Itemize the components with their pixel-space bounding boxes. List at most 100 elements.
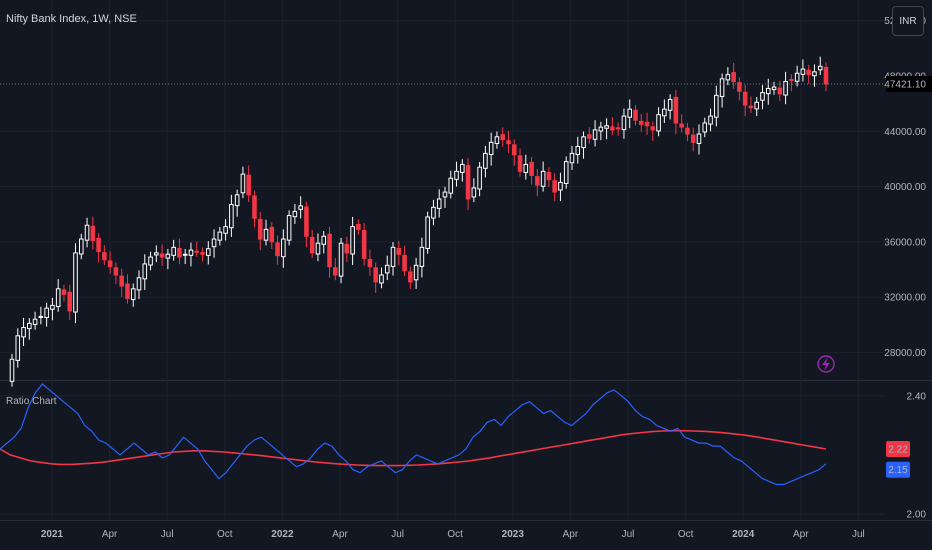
time-tick: Jul bbox=[161, 529, 174, 540]
ratio-value: 2.15 bbox=[888, 465, 908, 476]
candle-body bbox=[84, 224, 90, 241]
candle-body bbox=[269, 226, 275, 243]
candle-body bbox=[379, 274, 384, 284]
candle-body bbox=[765, 87, 771, 95]
candle-body bbox=[598, 126, 604, 132]
candle-body bbox=[436, 198, 442, 209]
candle-body bbox=[494, 136, 500, 144]
candle-body bbox=[633, 109, 638, 121]
candle-body bbox=[748, 105, 754, 109]
candle-body bbox=[685, 127, 690, 135]
candle-body bbox=[367, 259, 373, 268]
ratio-tick: 2.40 bbox=[907, 391, 927, 402]
currency-button[interactable]: INR bbox=[892, 6, 924, 36]
candle-body bbox=[246, 174, 251, 196]
candle-body bbox=[333, 267, 338, 276]
candle-body bbox=[304, 206, 309, 237]
ma-badge bbox=[886, 441, 910, 458]
candle-body bbox=[205, 248, 211, 256]
candle-body bbox=[546, 171, 552, 181]
candle-body bbox=[159, 253, 165, 258]
candle-body bbox=[667, 98, 673, 111]
candle-body bbox=[471, 187, 477, 198]
candle-body bbox=[44, 307, 49, 319]
candle-body bbox=[315, 242, 321, 255]
candle-body bbox=[148, 256, 153, 266]
candle-body bbox=[102, 252, 107, 261]
time-tick: Oct bbox=[217, 529, 233, 540]
candle-body bbox=[15, 335, 21, 361]
candle-body bbox=[725, 74, 731, 81]
candle-body bbox=[171, 246, 176, 256]
candle-body bbox=[783, 81, 788, 96]
candle-body bbox=[130, 288, 136, 301]
candle-body bbox=[823, 66, 829, 85]
candle-body bbox=[252, 195, 257, 219]
candle-body bbox=[817, 65, 823, 71]
ratio-line bbox=[0, 383, 827, 486]
candle-body bbox=[281, 238, 286, 258]
candle-body bbox=[742, 91, 748, 106]
candle-body bbox=[136, 277, 142, 291]
candle-body bbox=[356, 224, 361, 230]
candle-body bbox=[737, 82, 742, 92]
candle-body bbox=[581, 136, 586, 149]
candle-body bbox=[679, 123, 684, 128]
price-tick: 40000.00 bbox=[884, 182, 926, 193]
time-tick: Apr bbox=[563, 529, 579, 540]
candle-body bbox=[327, 233, 332, 268]
candle-body bbox=[656, 114, 661, 132]
candle-body bbox=[425, 216, 430, 249]
candle-body bbox=[777, 87, 783, 95]
candle-body bbox=[627, 108, 633, 118]
candle-body bbox=[96, 237, 101, 252]
candle-body bbox=[154, 252, 159, 256]
candle-body bbox=[696, 133, 702, 144]
candle-body bbox=[575, 145, 581, 155]
candle-body bbox=[535, 176, 540, 186]
flash-icon[interactable] bbox=[817, 355, 835, 373]
candle-body bbox=[90, 225, 96, 241]
candle-body bbox=[483, 152, 488, 169]
candle-body bbox=[477, 166, 482, 190]
candle-body bbox=[50, 304, 55, 310]
candle-body bbox=[552, 180, 557, 193]
candle-body bbox=[309, 236, 315, 254]
candle-body bbox=[119, 275, 124, 287]
time-tick: Jul bbox=[852, 529, 865, 540]
candle-body bbox=[754, 101, 760, 110]
time-tick: Apr bbox=[102, 529, 118, 540]
candle-body bbox=[194, 250, 200, 253]
candle-body bbox=[419, 246, 425, 267]
candle-body bbox=[229, 204, 234, 229]
candle-body bbox=[55, 288, 61, 307]
candle-body bbox=[760, 92, 765, 101]
candle-body bbox=[638, 120, 644, 125]
candle-body bbox=[38, 315, 44, 318]
price-tick: 32000.00 bbox=[884, 293, 926, 304]
time-tick: Jul bbox=[622, 529, 635, 540]
indicator-title: Ratio Chart bbox=[6, 396, 57, 407]
candle-body bbox=[200, 252, 205, 255]
candle-body bbox=[771, 86, 777, 91]
candle-body bbox=[286, 215, 292, 241]
candle-body bbox=[662, 108, 667, 117]
candle-body bbox=[240, 173, 246, 194]
candle-body bbox=[408, 271, 413, 283]
candle-body bbox=[812, 71, 817, 77]
symbol-title: Nifty Bank Index, 1W, NSE bbox=[6, 13, 137, 25]
candle-body bbox=[32, 318, 38, 325]
candle-body bbox=[702, 122, 708, 133]
candle-body bbox=[690, 134, 696, 143]
candle-body bbox=[344, 243, 350, 254]
candle-body bbox=[540, 170, 546, 187]
last-price-label: 47421.10 bbox=[884, 79, 926, 90]
candle-body bbox=[223, 226, 228, 234]
candle-body bbox=[413, 264, 419, 281]
candle-body bbox=[673, 96, 679, 124]
candle-body bbox=[448, 177, 454, 194]
candle-body bbox=[292, 210, 298, 218]
price-tick: 36000.00 bbox=[884, 237, 926, 248]
candle-body bbox=[714, 94, 719, 118]
